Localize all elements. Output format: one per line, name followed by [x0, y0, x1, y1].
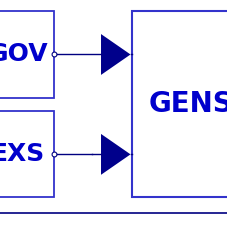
Bar [0, 111, 54, 197]
Polygon shape [101, 34, 131, 75]
Bar [132, 11, 227, 197]
Text: EXS: EXS [0, 142, 45, 166]
Text: GOV: GOV [0, 42, 49, 67]
Bar [0, 11, 54, 98]
Polygon shape [101, 134, 131, 175]
Text: GENS: GENS [148, 90, 227, 118]
